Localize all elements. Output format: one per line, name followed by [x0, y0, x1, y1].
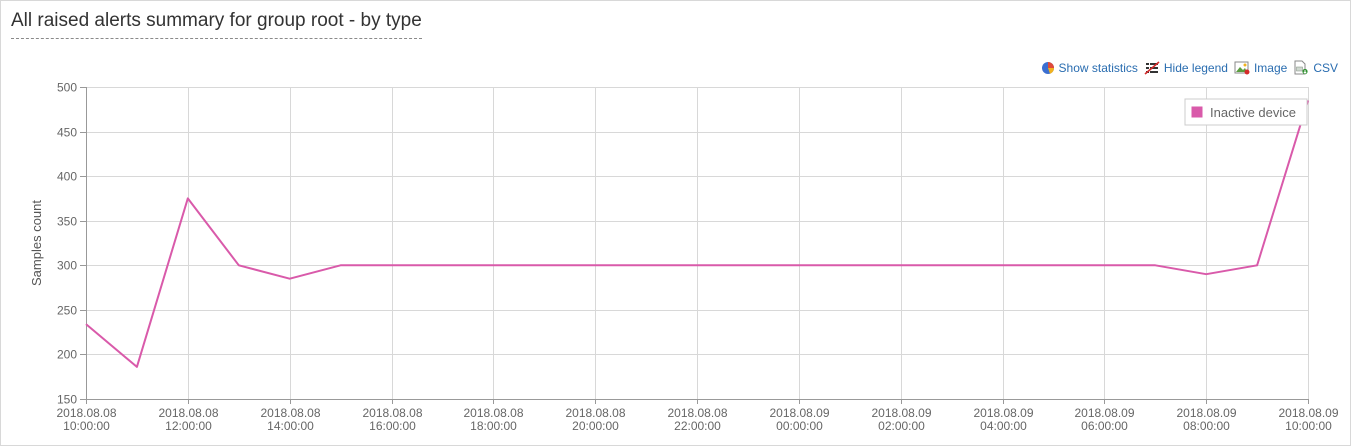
- image-link[interactable]: Image: [1234, 61, 1287, 75]
- axes: 150 200 250 300 350 400 450 500 2018.08.08 10:00:…: [29, 81, 1339, 434]
- show-statistics-link[interactable]: Show statistics: [1041, 61, 1138, 75]
- y-tick-label: 400: [57, 170, 77, 184]
- y-tick-label: 350: [57, 215, 77, 229]
- y-tick-label: 250: [57, 304, 77, 318]
- csv-label: CSV: [1313, 60, 1338, 75]
- legend: Inactive device: [1184, 98, 1308, 126]
- show-statistics-label: Show statistics: [1058, 60, 1138, 75]
- x-tick-label: 2018.08.08 14:00:00: [260, 406, 320, 433]
- y-tick-label: 450: [57, 126, 77, 140]
- hide-legend-label: Hide legend: [1163, 60, 1228, 75]
- x-tick-label: 2018.08.08 10:00:00: [56, 406, 116, 433]
- y-axis-label: Samples count: [29, 200, 44, 286]
- image-label: Image: [1253, 60, 1288, 75]
- chart-title: All raised alerts summary for group root…: [11, 10, 422, 39]
- legend-box: [1184, 98, 1308, 126]
- y-tick-label: 300: [57, 259, 77, 273]
- series-layer: [85, 100, 1309, 368]
- x-tick-label: 2018.08.09 06:00:00: [1074, 406, 1134, 433]
- x-tick-label: 2018.08.09 10:00:00: [1278, 406, 1338, 433]
- chart-toolbar: Show statistics Hide legend: [1041, 60, 1338, 75]
- csv-file-icon: [1293, 60, 1309, 75]
- y-tick-label: 500: [57, 81, 77, 95]
- x-tick-label: 2018.08.08 20:00:00: [565, 406, 625, 433]
- image-icon: [1234, 61, 1250, 75]
- y-tick-label: 150: [57, 393, 77, 407]
- x-tick-label: 2018.08.09 04:00:00: [973, 406, 1033, 433]
- x-tick-label: 2018.08.09 02:00:00: [871, 406, 931, 433]
- legend-label: Inactive device: [1210, 105, 1296, 120]
- x-tick-label: 2018.08.08 22:00:00: [667, 406, 727, 433]
- x-tick-label: 2018.08.08 18:00:00: [463, 406, 523, 433]
- x-tick-label: 2018.08.08 16:00:00: [362, 406, 422, 433]
- hide-legend-link[interactable]: Hide legend: [1144, 61, 1228, 75]
- y-tick-label: 200: [57, 348, 77, 362]
- x-tick-label: 2018.08.08 12:00:00: [158, 406, 218, 433]
- grid: [86, 87, 1309, 400]
- x-tick-label: 2018.08.09 00:00:00: [769, 406, 829, 433]
- csv-link[interactable]: CSV: [1293, 60, 1338, 75]
- statistics-icon: [1041, 61, 1055, 75]
- x-tick-label: 2018.08.09 08:00:00: [1176, 406, 1236, 433]
- legend-swatch: [1190, 105, 1204, 119]
- legend-off-icon: [1144, 60, 1160, 75]
